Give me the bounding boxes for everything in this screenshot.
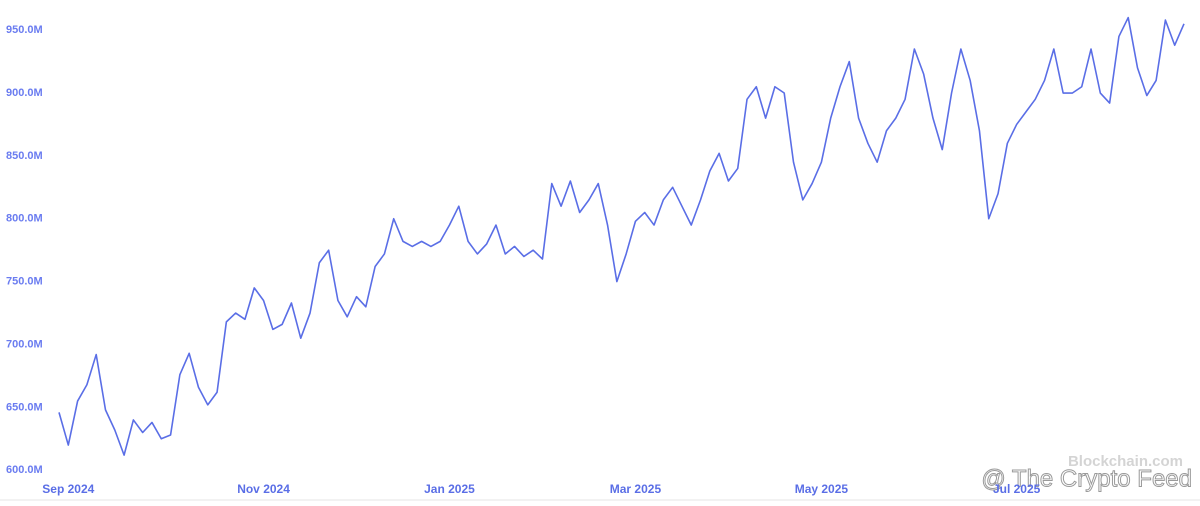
- y-tick-label: 850.0M: [6, 150, 43, 162]
- x-tick-label: Nov 2024: [237, 482, 290, 496]
- y-tick-label: 650.0M: [6, 401, 43, 413]
- x-tick-label: Jan 2025: [424, 482, 475, 496]
- x-tick-label: Sep 2024: [42, 482, 94, 496]
- x-tick-label: Jul 2025: [993, 482, 1041, 496]
- y-tick-label: 950.0M: [6, 24, 43, 36]
- data-line: [58, 16, 1185, 456]
- watermark: Blockchain.com: [1068, 453, 1183, 470]
- x-tick-label: May 2025: [795, 482, 849, 496]
- y-tick-label: 900.0M: [6, 87, 43, 99]
- y-tick-label: 600.0M: [6, 464, 43, 476]
- x-tick-label: Mar 2025: [610, 482, 662, 496]
- y-tick-label: 750.0M: [6, 276, 43, 288]
- y-tick-label: 800.0M: [6, 213, 43, 225]
- watermark: @ The Crypto Feed: [981, 465, 1192, 492]
- y-tick-label: 700.0M: [6, 338, 43, 350]
